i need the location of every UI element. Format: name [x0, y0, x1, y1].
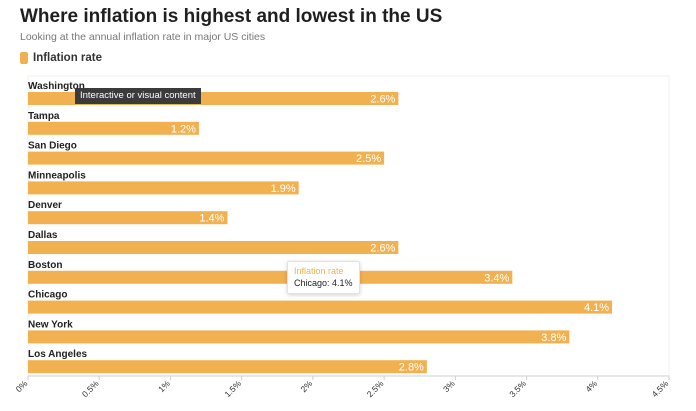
x-tick-label: 4.5%: [650, 378, 671, 399]
bar[interactable]: [28, 330, 570, 344]
bar[interactable]: [28, 121, 199, 135]
x-tick-label: 1%: [156, 378, 172, 394]
category-label: Washington: [28, 81, 85, 92]
value-label: 1.2%: [171, 123, 196, 135]
interactive-content-label: Interactive or visual content: [75, 88, 201, 104]
value-label: 2.6%: [370, 94, 395, 106]
value-label: 4.1%: [584, 302, 609, 314]
tooltip: Inflation rate Chicago: 4.1%: [287, 261, 360, 294]
category-label: Dallas: [28, 230, 58, 241]
value-label: 3.8%: [541, 332, 566, 344]
x-tick-label: 0.5%: [80, 378, 101, 399]
bar[interactable]: [28, 270, 513, 284]
x-tick-label: 2%: [299, 378, 315, 394]
x-tick-label: 4%: [583, 378, 599, 394]
category-label: Chicago: [28, 290, 67, 301]
legend-swatch: [20, 52, 28, 64]
x-tick-label: 3%: [441, 378, 457, 394]
bar[interactable]: [28, 360, 427, 374]
category-label: San Diego: [28, 141, 77, 152]
bar[interactable]: [28, 241, 399, 254]
bar[interactable]: [28, 151, 385, 165]
tooltip-title: Inflation rate: [294, 266, 344, 276]
chart-title: Where inflation is highest and lowest in…: [20, 6, 443, 27]
category-label: New York: [28, 319, 73, 330]
legend-label: Inflation rate: [33, 52, 103, 64]
bar[interactable]: [28, 211, 228, 225]
value-label: 2.8%: [399, 362, 424, 374]
chart-subtitle: Looking at the annual inflation rate in …: [20, 31, 266, 43]
category-label: Los Angeles: [28, 349, 88, 360]
value-label: 3.4%: [484, 272, 509, 284]
category-label: Minneapolis: [28, 170, 86, 181]
bar[interactable]: [28, 181, 299, 195]
bar[interactable]: [28, 300, 613, 314]
value-label: 2.6%: [370, 243, 395, 255]
category-label: Boston: [28, 260, 62, 271]
x-tick-label: 0%: [14, 378, 30, 394]
value-label: 2.5%: [356, 153, 381, 165]
x-tick-label: 2.5%: [365, 378, 386, 399]
legend[interactable]: Inflation rate: [20, 51, 102, 65]
value-label: 1.4%: [199, 213, 224, 225]
category-label: Tampa: [28, 111, 60, 122]
category-label: Denver: [28, 200, 62, 211]
value-label: 1.9%: [271, 183, 296, 195]
x-tick-label: 3.5%: [507, 378, 528, 399]
tooltip-body: Chicago: 4.1%: [294, 278, 353, 288]
x-tick-label: 1.5%: [222, 378, 243, 399]
